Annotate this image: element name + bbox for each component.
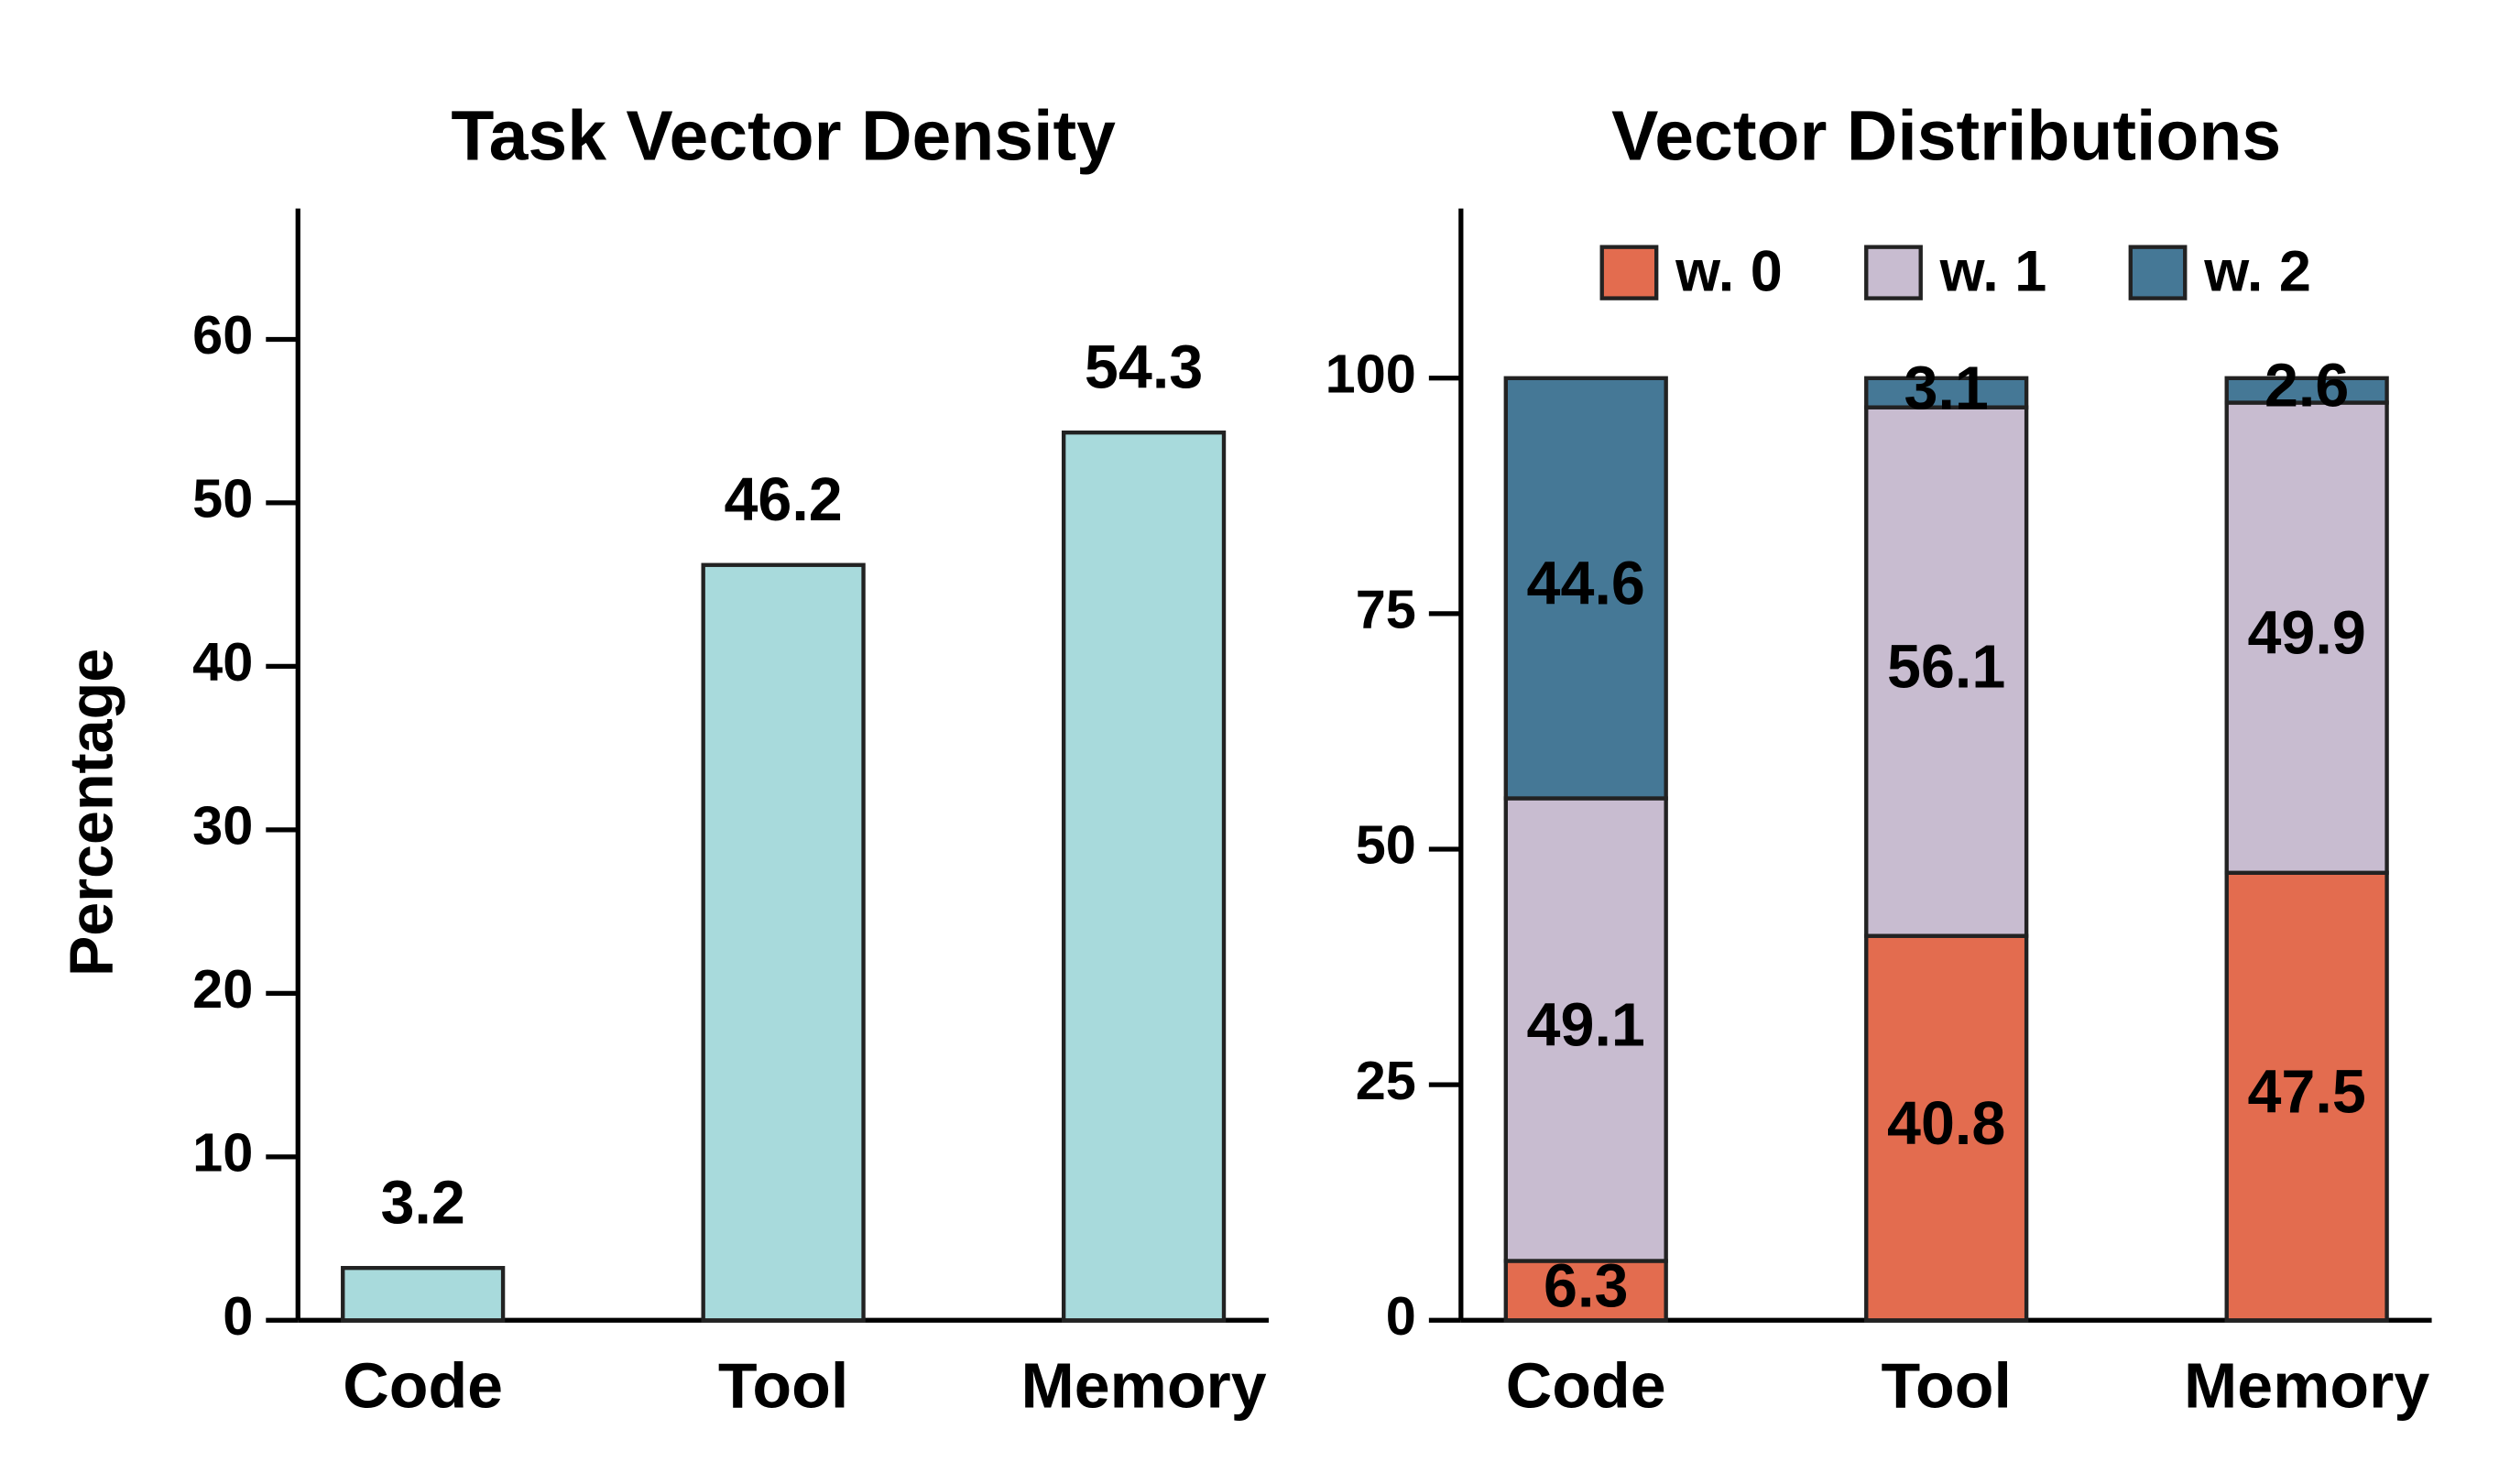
- bar-segment: [1503, 376, 1668, 801]
- x-tick-label: Code: [343, 1350, 503, 1422]
- chart-title: Vector Distributions: [1611, 97, 2281, 176]
- legend-swatch: [2128, 245, 2188, 300]
- y-tick-label: 10: [192, 1122, 253, 1184]
- bar-segment: [1864, 376, 2029, 409]
- value-label: 46.2: [724, 466, 842, 534]
- value-label: 49.1: [1527, 992, 1645, 1060]
- bar-segment: [2224, 870, 2389, 1323]
- value-label: 6.3: [1544, 1252, 1628, 1320]
- y-tick-label: 50: [192, 468, 253, 529]
- y-tick-label: 25: [1356, 1050, 1416, 1111]
- value-label: 3.2: [380, 1169, 464, 1237]
- x-tick-label: Code: [1506, 1350, 1666, 1422]
- y-tick-label: 30: [192, 795, 253, 857]
- bar: [701, 562, 866, 1323]
- value-label: 40.8: [1887, 1090, 2005, 1158]
- value-label: 56.1: [1887, 634, 2005, 702]
- bar-segment: [1503, 1259, 1668, 1323]
- legend-label: w. 0: [1675, 240, 1783, 304]
- value-label: 54.3: [1085, 333, 1203, 401]
- y-tick-label: 0: [1386, 1285, 1416, 1347]
- y-tick-label: 60: [192, 304, 253, 366]
- bar: [1061, 430, 1227, 1323]
- y-tick-label: 20: [192, 958, 253, 1020]
- bar-segment: [1864, 405, 2029, 938]
- y-tick-label: 75: [1356, 579, 1416, 640]
- y-tick-label: 50: [1356, 814, 1416, 876]
- bar-segment: [2224, 400, 2389, 875]
- x-tick-label: Tool: [1881, 1350, 2011, 1422]
- x-tick-label: Memory: [2184, 1350, 2429, 1422]
- legend-swatch: [1599, 245, 1659, 300]
- legend-swatch: [1864, 245, 1923, 300]
- y-tick-label: 100: [1326, 344, 1416, 405]
- bar-segment: [1864, 933, 2029, 1323]
- value-label: 2.6: [2264, 353, 2349, 420]
- x-tick-label: Tool: [718, 1350, 848, 1422]
- value-label: 44.6: [1527, 551, 1645, 618]
- legend-label: w. 1: [1939, 240, 2047, 304]
- x-tick-label: Memory: [1020, 1350, 1266, 1422]
- chart-title: Task Vector Density: [451, 97, 1116, 176]
- legend-label: w. 2: [2203, 240, 2311, 304]
- y-tick-label: 40: [192, 631, 253, 693]
- y-axis-label: Percentage: [58, 649, 125, 977]
- value-label: 47.5: [2247, 1059, 2365, 1127]
- bar: [341, 1265, 506, 1323]
- bar-segment: [2224, 376, 2389, 405]
- value-label: 3.1: [1904, 355, 1989, 422]
- value-label: 49.9: [2247, 600, 2365, 668]
- y-tick-label: 0: [223, 1285, 253, 1347]
- bar-segment: [1503, 796, 1668, 1263]
